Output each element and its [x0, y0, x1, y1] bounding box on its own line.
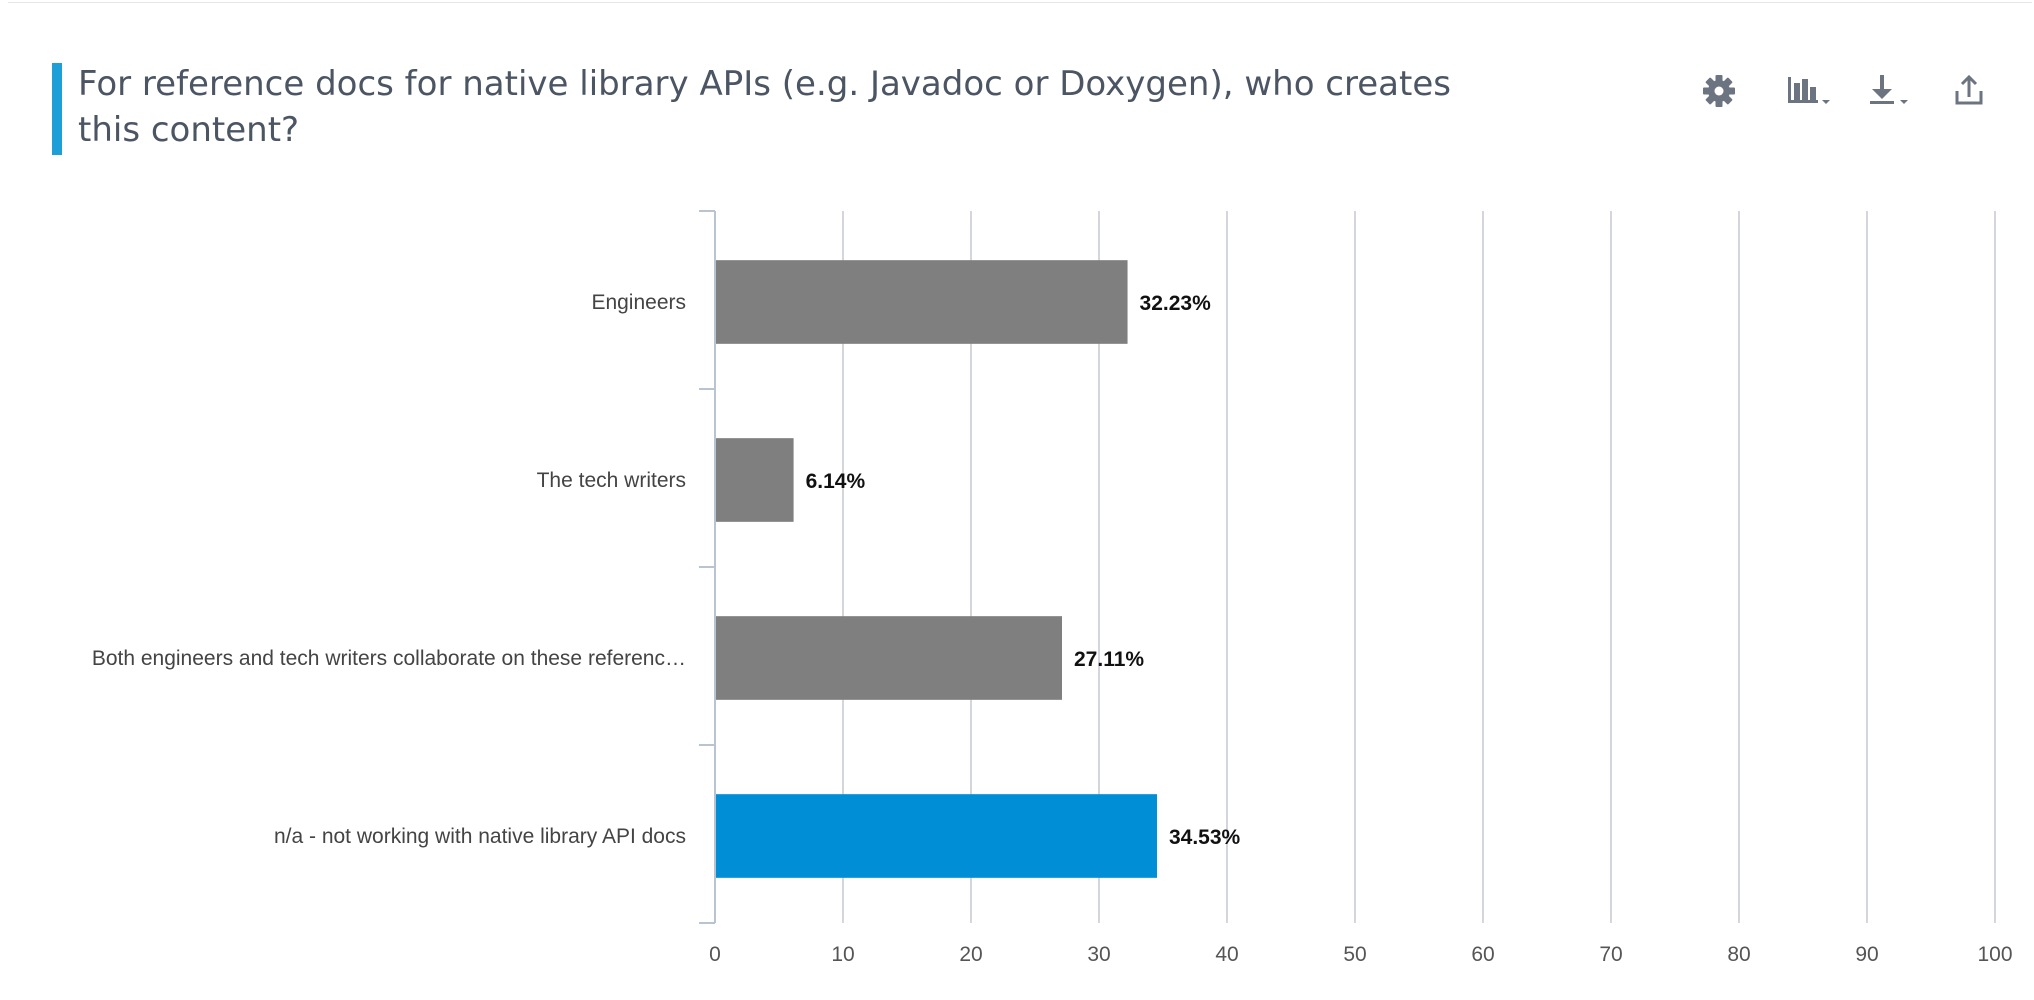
x-tick-label: 0 — [709, 943, 721, 966]
category-label: The tech writers — [537, 469, 686, 492]
x-tick-label: 10 — [831, 943, 854, 966]
share-button[interactable] — [1948, 67, 1990, 115]
bars — [715, 260, 1157, 878]
gear-icon — [1703, 75, 1735, 107]
data-label: 6.14% — [806, 470, 866, 493]
title-block: For reference docs for native library AP… — [52, 63, 1512, 155]
data-label: 34.53% — [1169, 826, 1241, 849]
bar-4[interactable] — [715, 794, 1157, 878]
x-tick-label: 70 — [1599, 943, 1622, 966]
x-tick-label: 60 — [1471, 943, 1494, 966]
category-label: Both engineers and tech writers collabor… — [92, 647, 686, 670]
settings-button[interactable] — [1698, 67, 1740, 115]
bar-2[interactable] — [715, 438, 794, 522]
title-accent-bar — [52, 63, 62, 155]
labels: 0 10 20 30 40 50 60 70 80 90 100 Engineers 32.23% The… — [92, 291, 2013, 966]
x-tick-label: 40 — [1215, 943, 1238, 966]
bar-chart-icon — [1788, 77, 1830, 104]
category-label: Engineers — [591, 291, 686, 314]
chart-toolbar — [1698, 67, 1998, 115]
x-tick-label: 100 — [1977, 943, 2012, 966]
bar-3[interactable] — [715, 616, 1063, 700]
category-label: n/a - not working with native library AP… — [274, 825, 686, 848]
download-button[interactable] — [1862, 67, 1914, 115]
share-icon — [1955, 74, 1983, 105]
chart-card: For reference docs for native library AP… — [8, 2, 2032, 999]
category-axis — [699, 210, 716, 924]
page-title: For reference docs for native library AP… — [78, 64, 1451, 150]
bar-chart: 0 10 20 30 40 50 60 70 80 90 100 Engineers 32.23% The… — [92, 210, 2013, 966]
x-tick-label: 90 — [1855, 943, 1878, 966]
bar-1[interactable] — [715, 260, 1128, 344]
chart-type-button[interactable] — [1782, 67, 1834, 115]
data-label: 32.23% — [1140, 292, 1212, 315]
x-tick-label: 80 — [1727, 943, 1750, 966]
download-icon — [1870, 75, 1908, 104]
x-tick-label: 20 — [959, 943, 982, 966]
data-label: 27.11% — [1074, 648, 1144, 671]
x-tick-label: 50 — [1343, 943, 1366, 966]
x-tick-label: 30 — [1087, 943, 1110, 966]
